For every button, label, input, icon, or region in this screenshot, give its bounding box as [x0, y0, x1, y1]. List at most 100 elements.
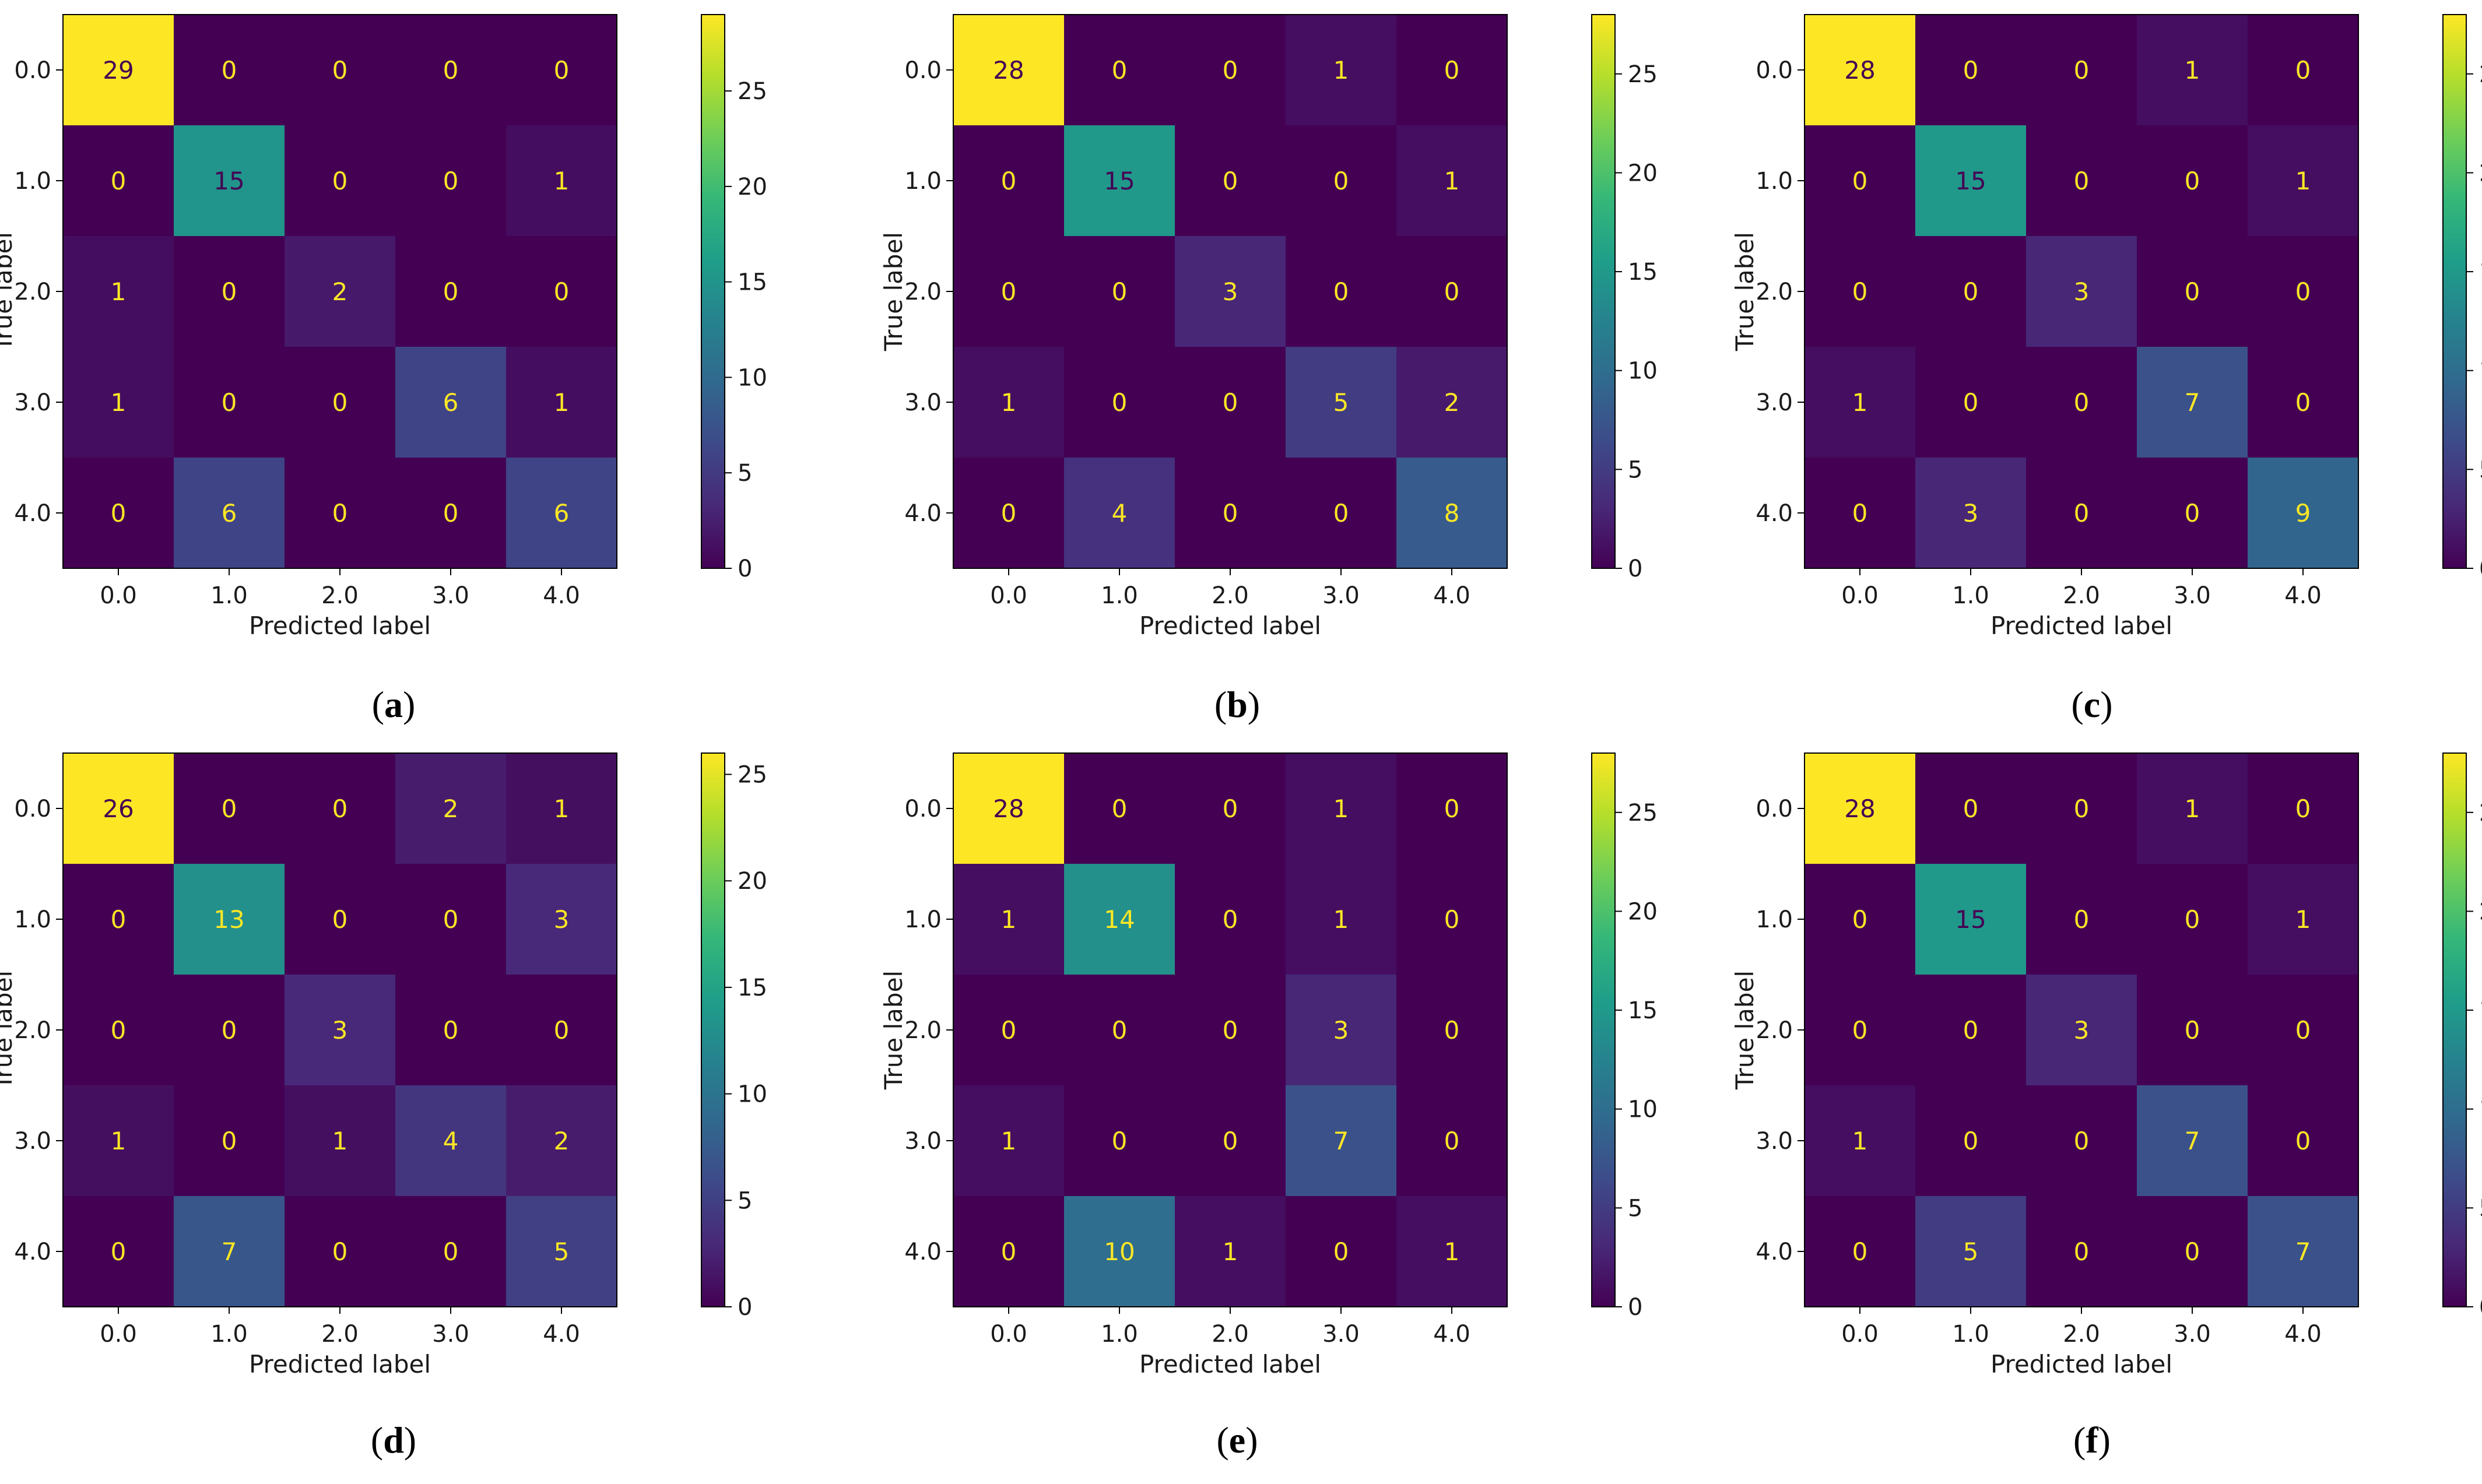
colorbar-tick-label: 0	[738, 1294, 752, 1321]
cell-e-0-1	[1064, 753, 1175, 864]
caption-letter: d	[383, 1419, 404, 1461]
cell-e-4-3	[1286, 1196, 1397, 1307]
cell-value: 28	[1844, 794, 1875, 823]
cell-value: 6	[554, 499, 570, 528]
cell-c-0-0	[1805, 15, 1916, 126]
cell-e-1-4	[1396, 864, 1508, 975]
cell-value: 0	[2185, 277, 2200, 306]
caption-letter: c	[2084, 684, 2100, 725]
cell-c-2-2	[2026, 236, 2137, 347]
caption-paren-open: (	[371, 1419, 383, 1461]
cell-value: 0	[1852, 277, 1868, 306]
cell-value: 0	[1112, 794, 1128, 823]
cell-value: 14	[1104, 905, 1135, 934]
cell-value: 1	[1333, 56, 1349, 85]
cell-value: 0	[1852, 905, 1868, 934]
x-tick-label: 3.0	[1322, 582, 1360, 609]
cell-b-0-3	[1286, 15, 1397, 126]
x-tick-label: 4.0	[2284, 1321, 2322, 1348]
cell-e-0-2	[1175, 753, 1286, 864]
caption-paren-close: )	[404, 1419, 416, 1461]
cell-b-1-2	[1175, 125, 1286, 237]
cell-d-1-0	[63, 864, 174, 975]
cell-value: 1	[111, 388, 127, 417]
cell-value: 15	[213, 167, 244, 195]
x-tick-label: 1.0	[210, 1321, 248, 1348]
x-tick-label: 4.0	[543, 1321, 580, 1348]
cell-value: 0	[332, 1237, 348, 1266]
cell-value: 28	[993, 794, 1024, 823]
cell-value: 3	[332, 1016, 348, 1045]
panel-d: 26 0 0 2 10 13 0 0 30 0 3 0 01 0 1 4 20 7 0 0 50.01.02.03.04…	[0, 752, 767, 1461]
cell-d-2-4	[506, 975, 617, 1086]
cell-value: 0	[2074, 499, 2090, 528]
cell-f-4-1	[1915, 1196, 2027, 1307]
cell-value: 0	[1112, 1016, 1128, 1045]
cell-value: 0	[554, 56, 570, 85]
cell-value: 10	[1104, 1237, 1135, 1266]
cell-value: 0	[1223, 1016, 1238, 1045]
cell-value: 0	[332, 499, 348, 528]
cell-value: 3	[2074, 1016, 2090, 1045]
y-tick-label: 3.0	[904, 1128, 942, 1155]
y-tick-label: 1.0	[904, 168, 942, 195]
caption-paren-open: (	[1214, 684, 1227, 725]
cell-d-2-1	[174, 975, 285, 1086]
cell-value: 1	[1223, 1237, 1238, 1266]
cell-value: 15	[1104, 167, 1135, 195]
colorbar-tick-label: 15	[738, 269, 767, 296]
y-axis-label: True label	[0, 232, 17, 351]
colorbar-tick-label: 10	[738, 364, 767, 391]
y-tick-label: 2.0	[1756, 1017, 1793, 1044]
cell-value: 1	[2185, 56, 2200, 85]
x-tick-label: 0.0	[990, 1321, 1027, 1348]
x-tick-label: 3.0	[2174, 1321, 2211, 1348]
cell-value: 0	[1852, 1016, 1868, 1045]
y-tick-label: 0.0	[1756, 57, 1793, 84]
cell-b-3-4	[1396, 347, 1508, 458]
cell-f-0-1	[1915, 753, 2027, 864]
cell-value: 0	[2074, 905, 2090, 934]
x-tick-label: 1.0	[210, 582, 248, 609]
cell-f-4-0	[1805, 1196, 1916, 1307]
cell-a-2-0	[63, 236, 174, 347]
cell-value: 0	[2295, 277, 2311, 306]
cell-value: 0	[2185, 1237, 2200, 1266]
cell-value: 3	[2074, 277, 2090, 306]
cell-b-3-1	[1064, 347, 1175, 458]
cell-a-1-2	[285, 125, 396, 237]
cell-value: 0	[443, 499, 459, 528]
colorbar-tick-label: 0	[738, 555, 752, 582]
cell-b-4-3	[1286, 458, 1397, 569]
cell-d-2-3	[395, 975, 507, 1086]
cell-b-2-0	[953, 236, 1065, 347]
colorbar-tick-label: 10	[1628, 1096, 1658, 1123]
y-tick-label: 1.0	[14, 168, 51, 195]
colorbar	[701, 14, 725, 569]
cell-value: 0	[1444, 277, 1460, 306]
cell-b-4-4	[1396, 458, 1508, 569]
cell-e-0-0	[953, 753, 1065, 864]
cell-value: 1	[554, 388, 570, 417]
x-axis-label: Predicted label	[1990, 611, 2172, 640]
y-tick-label: 4.0	[14, 1239, 51, 1265]
cell-e-2-3	[1286, 975, 1397, 1086]
colorbar-tick-label: 20	[1628, 160, 1658, 187]
caption-paren-close: )	[1245, 1419, 1258, 1461]
cell-value: 1	[2295, 905, 2311, 934]
cell-a-2-4	[506, 236, 617, 347]
cell-f-2-4	[2248, 975, 2359, 1086]
cell-value: 0	[222, 277, 237, 306]
cell-e-1-3	[1286, 864, 1397, 975]
cell-a-3-3	[395, 347, 507, 458]
x-tick-label: 1.0	[1952, 582, 1989, 609]
cell-a-2-1	[174, 236, 285, 347]
cell-value: 0	[111, 905, 127, 934]
cell-e-0-4	[1396, 753, 1508, 864]
cell-value: 0	[443, 167, 459, 195]
colorbar-tick-label: 5	[2479, 456, 2482, 483]
cell-value: 0	[1963, 56, 1979, 85]
panel-caption: (c)	[2071, 684, 2112, 725]
y-axis-label: True label	[879, 970, 908, 1090]
cell-value: 1	[111, 1127, 127, 1155]
